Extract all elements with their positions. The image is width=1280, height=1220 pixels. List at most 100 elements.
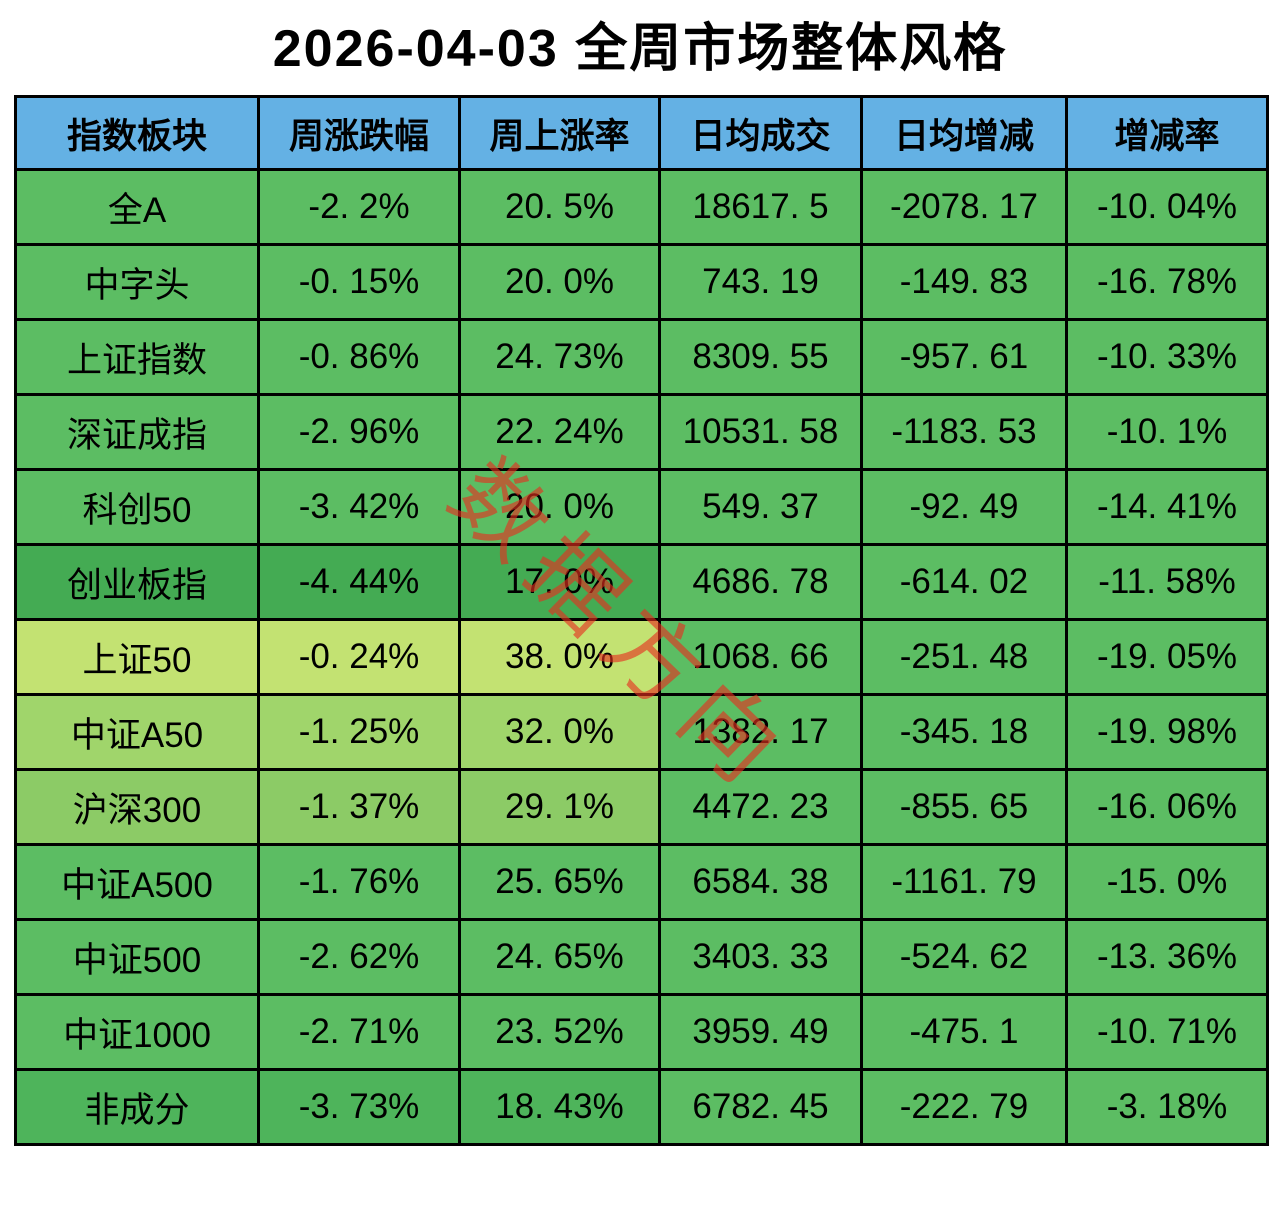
table-row: 中字头 -0. 15% 20. 0% 743. 19 -149. 83 -16. 78% bbox=[14, 243, 1269, 321]
value-cell: -251. 48 bbox=[860, 618, 1068, 696]
value-cell: -2078. 17 bbox=[860, 168, 1068, 246]
value-cell: 18617. 5 bbox=[658, 168, 863, 246]
table-row: 中证500 -2. 62% 24. 65% 3403. 33 -524. 62 -13. … bbox=[14, 918, 1269, 996]
table-row: 上证指数 -0. 86% 24. 73% 8309. 55 -957. 61 -10. 3… bbox=[14, 318, 1269, 396]
value-cell: -14. 41% bbox=[1065, 468, 1269, 546]
value-cell: 1068. 66 bbox=[658, 618, 863, 696]
value-cell: -2. 2% bbox=[257, 168, 461, 246]
column-header-index-sector: 指数板块 bbox=[14, 95, 260, 171]
value-cell: -3. 18% bbox=[1065, 1068, 1269, 1146]
value-cell: 32. 0% bbox=[458, 693, 661, 771]
value-cell: 24. 65% bbox=[458, 918, 661, 996]
column-header-weekly-change: 周涨跌幅 bbox=[257, 95, 461, 171]
index-name-cell: 沪深300 bbox=[14, 768, 260, 846]
value-cell: -345. 18 bbox=[860, 693, 1068, 771]
column-header-daily-avg-turnover: 日均成交 bbox=[658, 95, 863, 171]
value-cell: -1. 76% bbox=[257, 843, 461, 921]
value-cell: -222. 79 bbox=[860, 1068, 1068, 1146]
value-cell: 549. 37 bbox=[658, 468, 863, 546]
value-cell: -2. 96% bbox=[257, 393, 461, 471]
value-cell: -11. 58% bbox=[1065, 543, 1269, 621]
value-cell: 18. 43% bbox=[458, 1068, 661, 1146]
index-name-cell: 深证成指 bbox=[14, 393, 260, 471]
index-name-cell: 中证500 bbox=[14, 918, 260, 996]
value-cell: -10. 04% bbox=[1065, 168, 1269, 246]
value-cell: -10. 33% bbox=[1065, 318, 1269, 396]
table-row: 创业板指 -4. 44% 17. 0% 4686. 78 -614. 02 -11. 58… bbox=[14, 543, 1269, 621]
table-row: 科创50 -3. 42% 20. 0% 549. 37 -92. 49 -14. 41% bbox=[14, 468, 1269, 546]
value-cell: 10531. 58 bbox=[658, 393, 863, 471]
value-cell: -19. 05% bbox=[1065, 618, 1269, 696]
value-cell: -524. 62 bbox=[860, 918, 1068, 996]
index-name-cell: 非成分 bbox=[14, 1068, 260, 1146]
value-cell: 8309. 55 bbox=[658, 318, 863, 396]
index-name-cell: 创业板指 bbox=[14, 543, 260, 621]
value-cell: 3959. 49 bbox=[658, 993, 863, 1071]
value-cell: 20. 5% bbox=[458, 168, 661, 246]
table-row: 上证50 -0. 24% 38. 0% 1068. 66 -251. 48 -19. 05… bbox=[14, 618, 1269, 696]
index-name-cell: 上证50 bbox=[14, 618, 260, 696]
value-cell: -1. 37% bbox=[257, 768, 461, 846]
table-header: 指数板块 周涨跌幅 周上涨率 日均成交 日均增减 增减率 bbox=[14, 95, 1269, 171]
value-cell: 29. 1% bbox=[458, 768, 661, 846]
table-body: 全A -2. 2% 20. 5% 18617. 5 -2078. 17 -10. 04% 中… bbox=[14, 168, 1269, 1146]
value-cell: -15. 0% bbox=[1065, 843, 1269, 921]
index-name-cell: 中证A500 bbox=[14, 843, 260, 921]
value-cell: -10. 71% bbox=[1065, 993, 1269, 1071]
value-cell: 38. 0% bbox=[458, 618, 661, 696]
value-cell: -3. 42% bbox=[257, 468, 461, 546]
column-header-weekly-rise-rate: 周上涨率 bbox=[458, 95, 661, 171]
value-cell: -1183. 53 bbox=[860, 393, 1068, 471]
value-cell: 743. 19 bbox=[658, 243, 863, 321]
value-cell: 3403. 33 bbox=[658, 918, 863, 996]
value-cell: -2. 71% bbox=[257, 993, 461, 1071]
value-cell: -0. 86% bbox=[257, 318, 461, 396]
value-cell: -19. 98% bbox=[1065, 693, 1269, 771]
value-cell: 1382. 17 bbox=[658, 693, 863, 771]
value-cell: 20. 0% bbox=[458, 468, 661, 546]
value-cell: 17. 0% bbox=[458, 543, 661, 621]
table-row: 全A -2. 2% 20. 5% 18617. 5 -2078. 17 -10. 04% bbox=[14, 168, 1269, 246]
value-cell: -2. 62% bbox=[257, 918, 461, 996]
column-header-daily-avg-delta: 日均增减 bbox=[860, 95, 1068, 171]
value-cell: -1. 25% bbox=[257, 693, 461, 771]
value-cell: 4472. 23 bbox=[658, 768, 863, 846]
value-cell: 20. 0% bbox=[458, 243, 661, 321]
index-name-cell: 科创50 bbox=[14, 468, 260, 546]
column-header-delta-rate: 增减率 bbox=[1065, 95, 1269, 171]
page-title: 2026-04-03 全周市场整体风格 bbox=[272, 20, 1008, 78]
value-cell: -149. 83 bbox=[860, 243, 1068, 321]
value-cell: 24. 73% bbox=[458, 318, 661, 396]
value-cell: 23. 52% bbox=[458, 993, 661, 1071]
table-row: 中证A50 -1. 25% 32. 0% 1382. 17 -345. 18 -19. 9… bbox=[14, 693, 1269, 771]
value-cell: -855. 65 bbox=[860, 768, 1068, 846]
value-cell: -13. 36% bbox=[1065, 918, 1269, 996]
index-name-cell: 中字头 bbox=[14, 243, 260, 321]
value-cell: -3. 73% bbox=[257, 1068, 461, 1146]
value-cell: -10. 1% bbox=[1065, 393, 1269, 471]
index-name-cell: 中证A50 bbox=[14, 693, 260, 771]
table-row: 沪深300 -1. 37% 29. 1% 4472. 23 -855. 65 -16. 0… bbox=[14, 768, 1269, 846]
value-cell: 22. 24% bbox=[458, 393, 661, 471]
table-row: 中证A500 -1. 76% 25. 65% 6584. 38 -1161. 79 -15… bbox=[14, 843, 1269, 921]
value-cell: -1161. 79 bbox=[860, 843, 1068, 921]
market-style-table: 指数板块 周涨跌幅 周上涨率 日均成交 日均增减 增减率 全A -2. 2% 20.… bbox=[14, 95, 1269, 1146]
value-cell: -614. 02 bbox=[860, 543, 1068, 621]
value-cell: -0. 15% bbox=[257, 243, 461, 321]
table-row: 中证1000 -2. 71% 23. 52% 3959. 49 -475. 1 -10. … bbox=[14, 993, 1269, 1071]
value-cell: 6584. 38 bbox=[658, 843, 863, 921]
value-cell: -957. 61 bbox=[860, 318, 1068, 396]
index-name-cell: 全A bbox=[14, 168, 260, 246]
value-cell: 25. 65% bbox=[458, 843, 661, 921]
index-name-cell: 中证1000 bbox=[14, 993, 260, 1071]
value-cell: -92. 49 bbox=[860, 468, 1068, 546]
value-cell: -475. 1 bbox=[860, 993, 1068, 1071]
value-cell: 6782. 45 bbox=[658, 1068, 863, 1146]
value-cell: -16. 06% bbox=[1065, 768, 1269, 846]
value-cell: 4686. 78 bbox=[658, 543, 863, 621]
table-row: 非成分 -3. 73% 18. 43% 6782. 45 -222. 79 -3. 18% bbox=[14, 1068, 1269, 1146]
index-name-cell: 上证指数 bbox=[14, 318, 260, 396]
value-cell: -16. 78% bbox=[1065, 243, 1269, 321]
table-row: 深证成指 -2. 96% 22. 24% 10531. 58 -1183. 53 -10.… bbox=[14, 393, 1269, 471]
value-cell: -4. 44% bbox=[257, 543, 461, 621]
